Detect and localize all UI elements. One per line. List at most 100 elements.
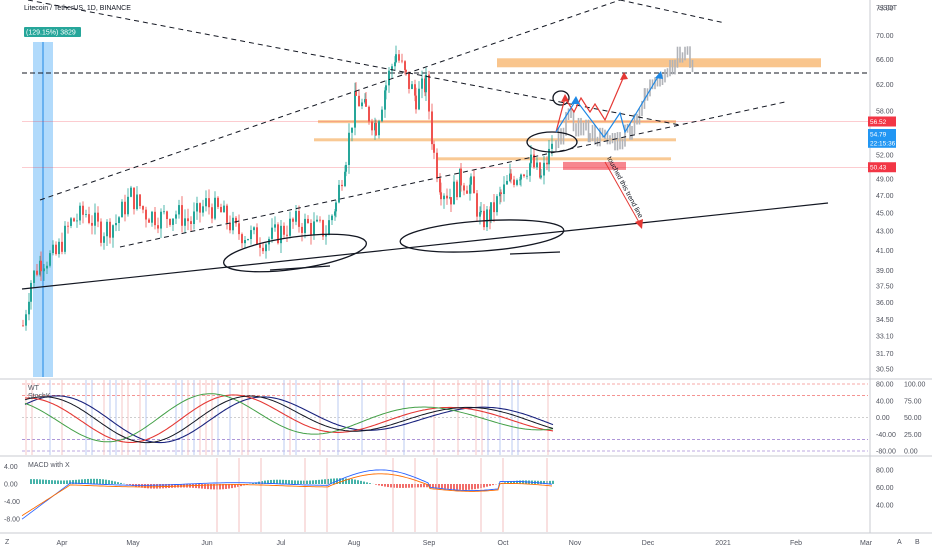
log-scale-button[interactable]: B [915,539,920,546]
auto-scale-button[interactable]: A [897,539,902,546]
candle-body [375,122,377,136]
candle-body [151,211,153,223]
macd-histogram-bar [309,480,311,484]
macd-histogram-bar [96,478,98,484]
time-tick-label: Apr [57,540,69,547]
highlight-ellipse-2 [399,219,565,253]
macd-histogram-bar [213,484,215,490]
candle-body [493,202,495,213]
macd-stripe [216,458,218,532]
candle-body [446,195,448,199]
macd-histogram-bar [354,479,356,484]
macd-histogram-bar [51,480,53,484]
macd-histogram-bar [456,484,458,490]
signal-stripe [247,380,249,455]
macd-histogram-bar [117,482,119,484]
candle-body [124,201,126,215]
price-label: 54.79 [870,131,887,138]
date-range-highlight [33,42,53,377]
signal-stripe [457,380,459,455]
signal-stripe [241,380,243,455]
macd-histogram-bar [84,479,86,484]
candle-body [460,168,462,186]
projected-blue-path [555,74,660,139]
candle-body [127,196,129,215]
macd-histogram-bar [540,480,542,484]
candle-body [440,192,442,200]
macd-histogram-bar [396,484,398,488]
time-tick-label: Jun [201,540,212,547]
candle-body [483,210,485,228]
macd-histogram-bar [375,484,377,485]
projected-red-path [555,75,625,133]
price-label: 56.52 [870,119,887,126]
candle-body [166,211,168,220]
macd-histogram-bar [507,481,509,484]
candle-body [344,171,346,187]
candle-body [112,225,114,238]
signal-stripe [175,380,177,455]
price-tick-label: 52.00 [876,152,894,159]
candle-body [450,197,452,205]
candle-body [345,164,347,172]
time-tick-label: Jul [277,540,286,547]
arrow-head-red [620,72,628,80]
candle-body [529,163,531,176]
macd-histogram-bar [108,480,110,484]
signal-stripe [211,380,213,455]
candle-body [214,197,216,219]
signal-stripe [511,380,513,455]
macd-histogram-bar [348,478,350,484]
candle-body [316,219,318,222]
macd-histogram-bar [150,484,152,489]
macd-histogram-bar [429,484,431,488]
candle-body [301,226,303,233]
macd-histogram-bar [453,484,455,490]
signal-stripe [31,380,33,455]
arrow-head-blue [655,71,663,79]
zoom-button[interactable]: Z [5,539,10,546]
macd-histogram-bar [549,480,551,484]
highlight-ellipse-3 [526,131,578,153]
signal-stripe [145,380,147,455]
candle-body [100,221,102,243]
price-tick-label: 47.00 [876,193,894,200]
candle-body [199,203,201,213]
candle-body [33,270,35,283]
macd-title: MACD with X [28,462,70,469]
macd-tick-label: -4.00 [4,499,20,506]
price-zones [22,58,870,170]
macd-histogram-bar [144,484,146,489]
macd-histogram-bar [504,482,506,484]
macd-histogram-bar [363,481,365,484]
macd-histogram-bar [225,484,227,489]
candle-body [310,222,312,236]
candle-body [154,211,156,226]
candle-body [439,178,441,193]
candle-body [28,301,30,315]
candle-body [211,207,213,219]
candle-body [510,173,512,180]
macd-histogram-bar [42,479,44,484]
price-tick-label: 43.00 [876,229,894,236]
macd-histogram-bar [102,479,104,484]
candle-body [463,185,465,191]
candle-body [241,234,243,244]
signal-line [21,473,553,517]
macd-stripe [260,458,262,532]
macd-histogram-bar [423,484,425,488]
signal-stripe [109,380,111,455]
stoch-tick-label: 50.00 [904,415,922,422]
signal-stripe [547,380,549,455]
candle-body [331,215,333,221]
arrow-head-down [635,219,643,229]
time-tick-label: Sep [423,540,436,547]
candle-body [351,127,353,133]
candle-body [536,162,538,168]
candle-body [106,221,108,237]
macd-histogram-bar [99,479,101,484]
candle-body [226,205,228,223]
candle-body [55,244,57,255]
